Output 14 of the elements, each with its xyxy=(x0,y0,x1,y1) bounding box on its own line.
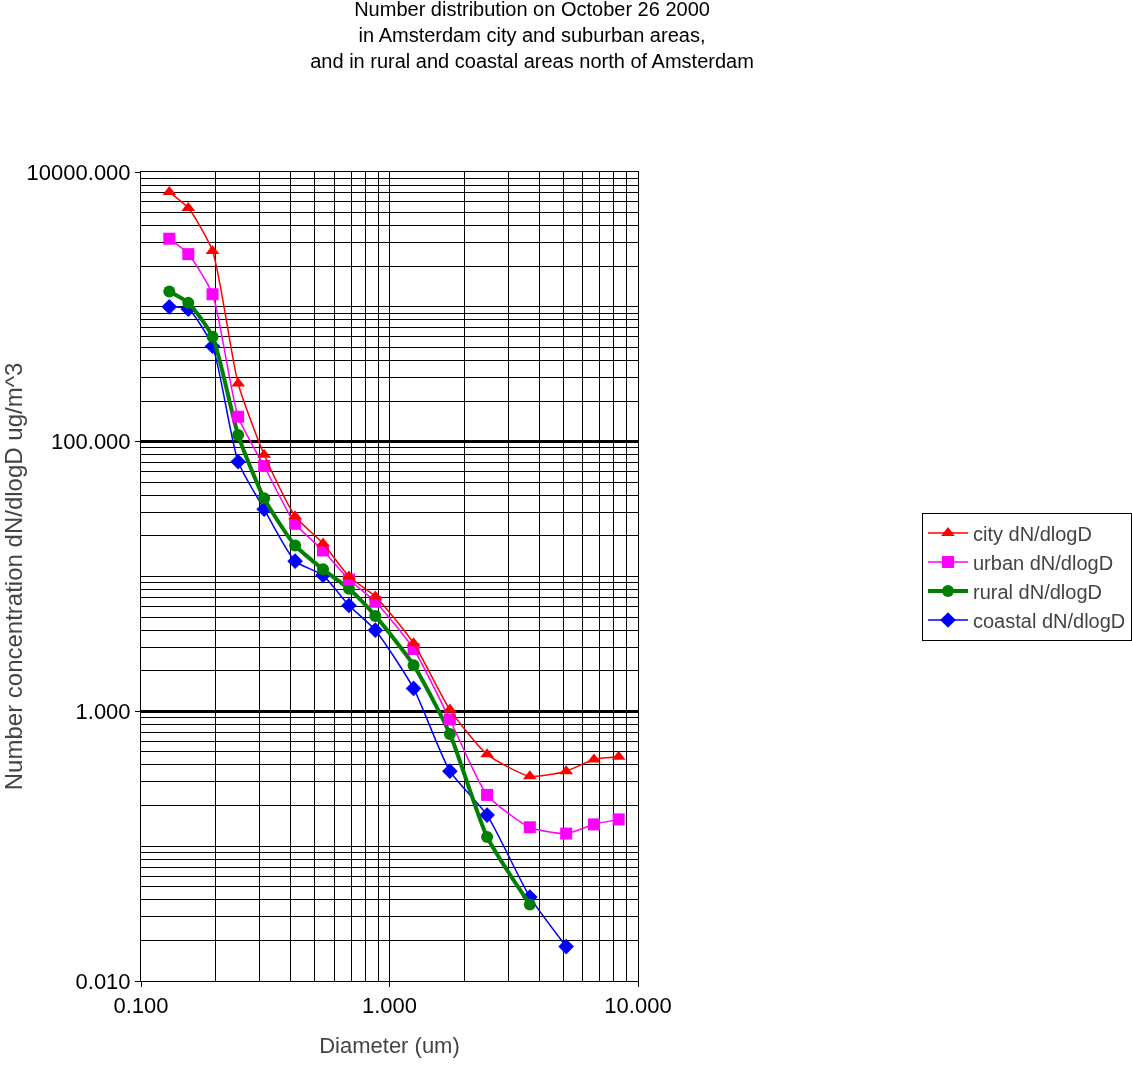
legend-label: city dN/dlogD xyxy=(973,522,1092,545)
y-tick-label: 100.000 xyxy=(51,429,131,455)
legend-label: coastal dN/dlogD xyxy=(973,609,1126,632)
x-tick-label: 1.000 xyxy=(361,993,418,1019)
legend-label: urban dN/dlogD xyxy=(973,551,1114,574)
legend-label: rural dN/dlogD xyxy=(973,580,1102,603)
y-tick-label: 10000.000 xyxy=(26,159,131,185)
x-tick-label: 10.000 xyxy=(604,993,672,1019)
y-axis-title: Number concentration dN/dlogD ug/m^3 xyxy=(0,362,27,791)
x-tick-label: 0.100 xyxy=(113,993,169,1019)
chart-title: Number distribution on October 26 2000 in Amsterdam city and suburban areas, and in rural and coastal areas north of Amsterdam xyxy=(310,0,754,73)
x-axis-title: Diameter (um) xyxy=(319,1033,460,1059)
y-tick-label: 0.010 xyxy=(75,968,131,994)
y-tick-label: 1.000 xyxy=(75,699,131,725)
